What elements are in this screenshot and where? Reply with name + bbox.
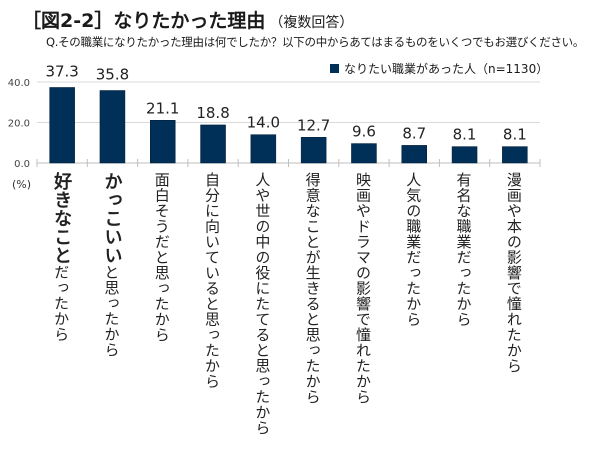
bar [401,145,427,164]
category-label: 映画やドラマの影響で憧れたから [353,172,372,405]
survey-question: Q.その職業になりたかった理由は何でしたか？以下の中からあてはまるものをいくつで… [46,35,585,49]
category-label: 得意なことが生きると思ったから [303,172,322,405]
chart-title: ［図2-2］なりたかった理由 （複数回答） [22,6,353,33]
value-label: 12.7 [297,116,330,134]
value-label: 21.1 [146,99,179,117]
bar [300,137,327,164]
y-axis-unit-label: (%) [12,178,32,191]
y-tick-label: 40.0 [8,78,30,89]
bar [99,90,126,164]
category-label-text: 人気の職業だったから [404,172,423,327]
value-label: 37.3 [45,62,78,80]
bar [49,87,75,164]
bars [49,87,528,164]
value-labels: 37.3 35.8 21.1 18.8 14.0 12.7 9.6 8.7 8.1 8.1 [45,62,526,143]
value-label: 8.7 [402,124,426,142]
bar [250,134,277,164]
value-label: 35.8 [96,66,129,84]
category-label: 人気の職業だったから [404,172,423,327]
category-label: 漫画や本の影響で憧れたから [504,172,523,374]
category-label: 面白そうだと思ったから [152,172,171,343]
value-label: 18.8 [196,104,229,122]
legend: なりたい職業があった人（n=1130） [330,60,548,77]
value-label: 8.1 [503,126,527,144]
category-label: かっこいいと思ったから [101,172,123,358]
category-label-text: 映画やドラマの影響で憧れたから [353,172,372,405]
category-label-text: と思ったから [102,264,121,358]
category-label-text: 自分に向いていると思ったから [203,172,222,389]
value-label: 9.6 [352,123,376,141]
category-label-text: 面白そうだと思ったから [152,172,171,343]
chart-title-sub: （複数回答） [269,15,354,31]
y-tick-label: 20.0 [8,119,30,130]
category-label-text: 漫画や本の影響で憧れたから [504,172,523,374]
chart-title-main: ［図2-2］なりたかった理由 [22,10,266,32]
legend-label: なりたい職業があった人（n=1130） [344,62,549,76]
category-label-emphasis: 好きなこと [51,172,73,265]
category-label: 好きなことだったから [51,172,73,343]
category-label-text: 有名な職業だったから [454,172,473,327]
y-axis-ticks: 0.0 20.0 40.0 [8,78,30,170]
category-label: 人や世の中の役にたてると思ったから [253,172,272,436]
legend-swatch-icon [330,64,339,73]
category-label-text: 人や世の中の役にたてると思ったから [253,172,272,436]
category-label-text: だったから [52,264,71,343]
category-label-emphasis: かっこいい [101,172,123,265]
bar [502,146,528,164]
category-label: 自分に向いていると思ったから [203,172,222,389]
bar [451,146,478,164]
bar [200,124,226,164]
category-label: 有名な職業だったから [454,172,473,327]
y-tick-label: 0.0 [14,159,30,170]
category-label-text: 得意なことが生きると思ったから [303,172,322,405]
bar [150,120,176,164]
bar [351,143,377,164]
value-label: 8.1 [453,126,477,144]
value-label: 14.0 [247,114,280,132]
